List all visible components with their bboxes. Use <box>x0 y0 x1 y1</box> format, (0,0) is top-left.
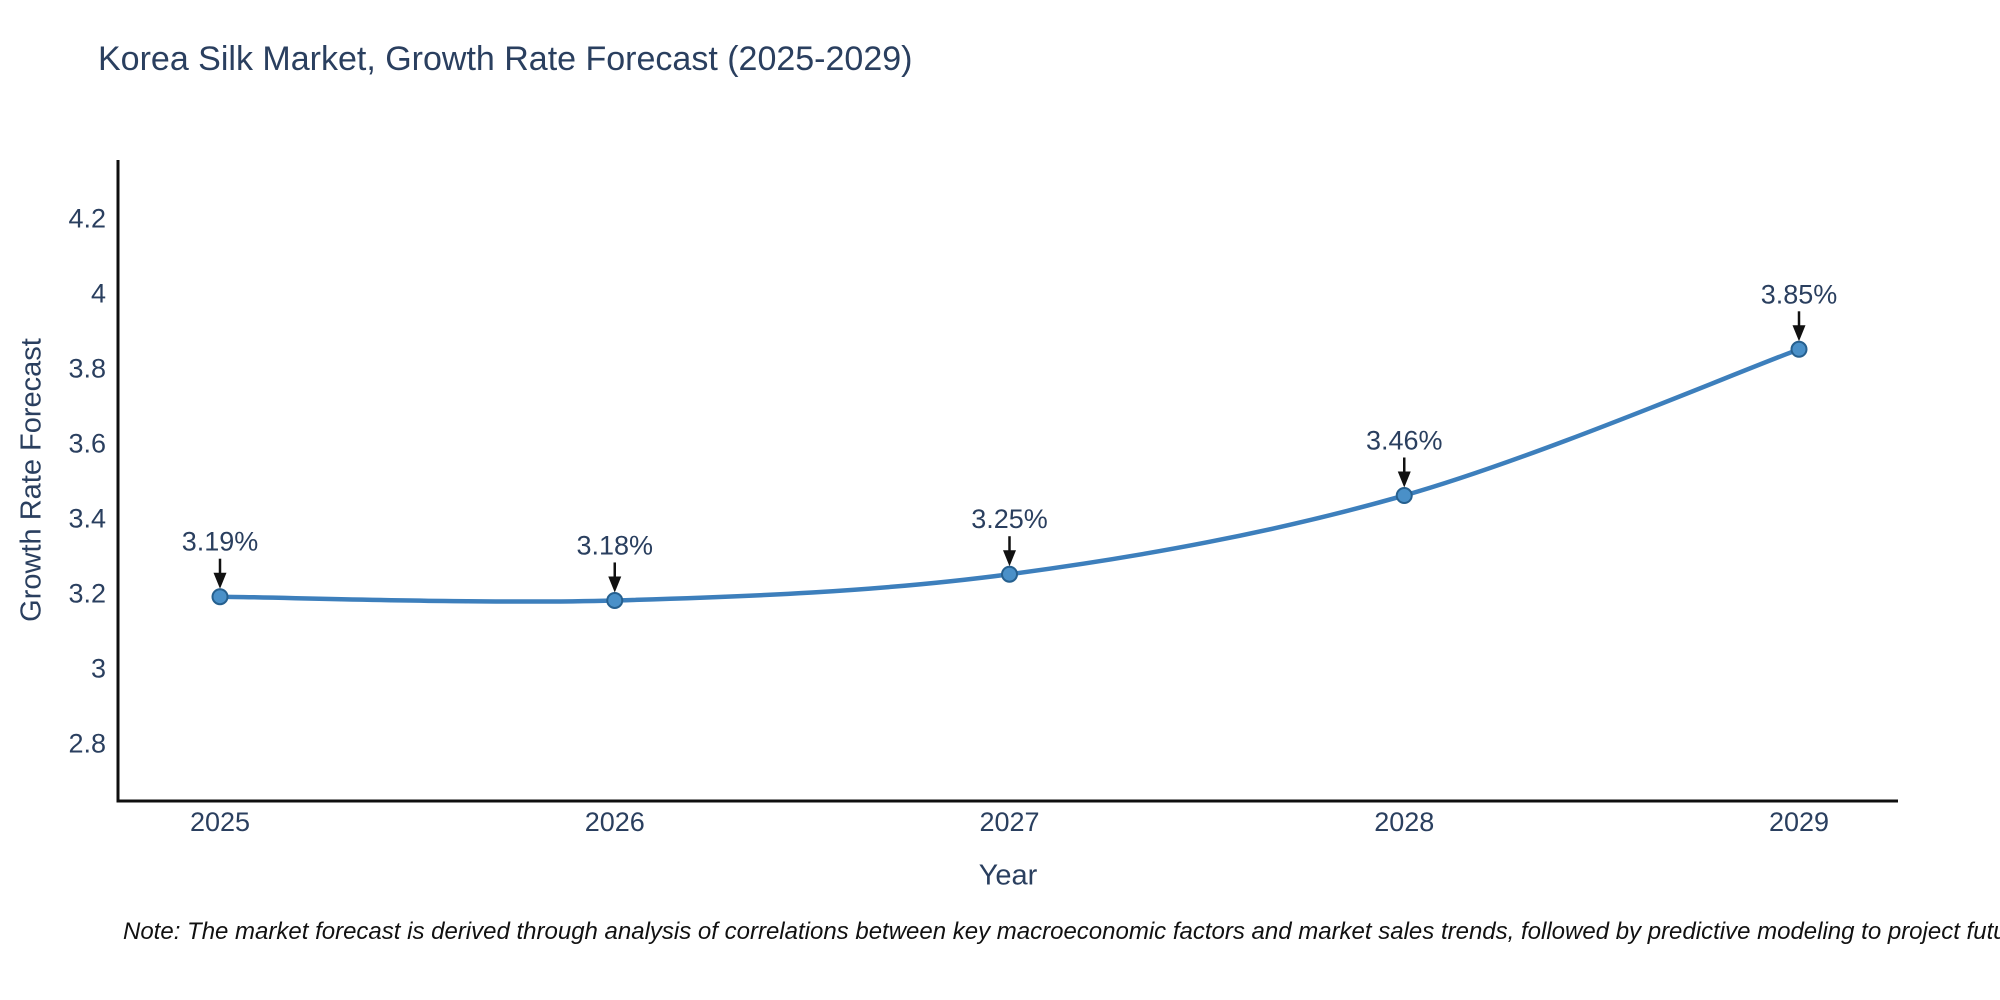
annotation-arrowhead <box>1003 550 1016 567</box>
y-tick-label: 2.8 <box>68 728 106 758</box>
data-point-marker <box>1001 565 1018 583</box>
annotation-arrowhead <box>1397 471 1411 488</box>
data-point-label: 3.19% <box>182 527 259 557</box>
x-axis-title: Year <box>978 859 1038 892</box>
y-tick-label: 3 <box>91 653 106 683</box>
chart-title: Korea Silk Market, Growth Rate Forecast … <box>98 40 913 78</box>
y-tick-label: 3.8 <box>68 353 106 383</box>
data-point-label: 3.85% <box>1761 279 1838 309</box>
x-tick-label: 2026 <box>585 807 645 837</box>
y-tick-label: 3.4 <box>68 503 106 533</box>
data-point-marker <box>211 588 229 606</box>
annotation-arrowhead <box>213 572 227 589</box>
y-tick-label: 3.2 <box>68 578 106 608</box>
annotation-arrowhead <box>608 576 622 593</box>
footnote: Note: The market forecast is derived thr… <box>123 918 2000 945</box>
data-point-marker <box>606 591 624 609</box>
y-tick-label: 3.6 <box>68 428 106 458</box>
x-tick-label: 2028 <box>1374 807 1434 837</box>
data-point-marker <box>1790 340 1808 358</box>
data-point-marker <box>1395 486 1413 504</box>
x-tick-label: 2027 <box>979 807 1039 837</box>
y-tick-label: 4 <box>91 279 106 309</box>
data-point-label: 3.18% <box>576 530 653 560</box>
annotation-arrowhead <box>1792 325 1806 342</box>
y-axis-title: Growth Rate Forecast <box>15 338 48 622</box>
x-tick-label: 2025 <box>190 807 250 837</box>
x-tick-label: 2029 <box>1769 807 1829 837</box>
y-tick-label: 4.2 <box>68 204 106 234</box>
axis-lines <box>116 160 1898 803</box>
data-point-label: 3.46% <box>1366 425 1443 455</box>
data-point-label: 3.25% <box>971 504 1048 534</box>
